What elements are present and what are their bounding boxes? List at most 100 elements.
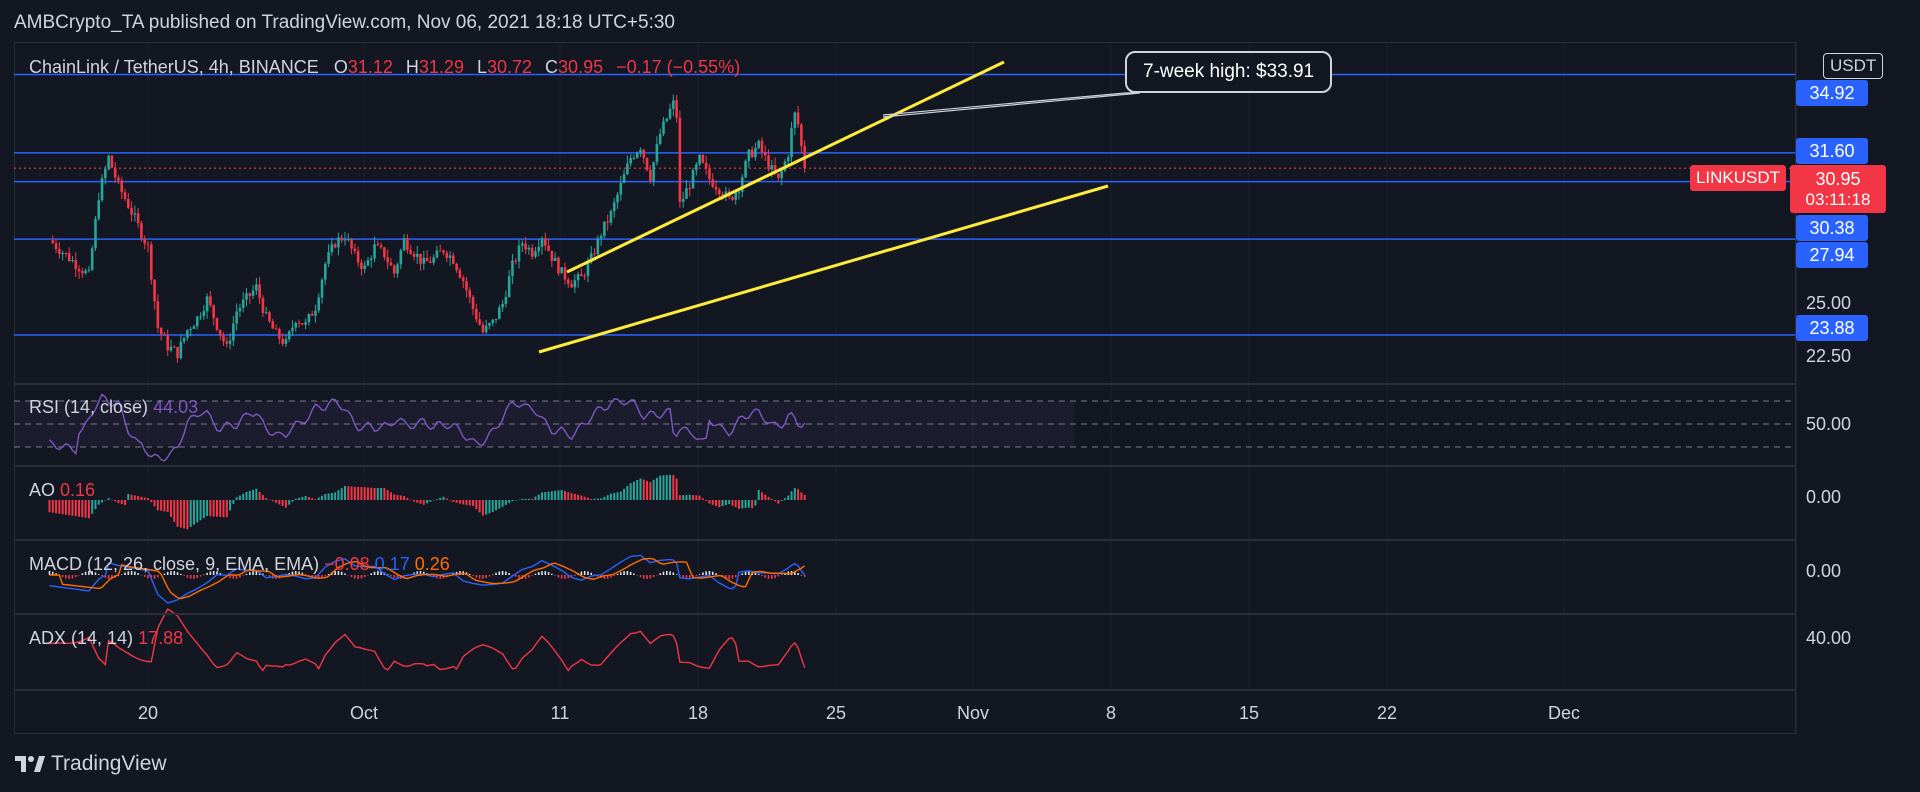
pane-separators [14,42,1797,734]
ao-bar-23 [120,500,123,505]
candle-body-173 [616,194,619,203]
ao-bar-133 [481,500,484,516]
candle-body-84 [324,263,327,280]
ao-name: AO [29,480,56,500]
ao-bar-142 [511,500,514,502]
macd-hist-bar-166 [590,572,593,575]
open-value: 31.12 [347,57,393,77]
candle-body-156 [560,267,563,274]
price-tick-1: 25.00 [1806,293,1852,313]
ao-bar-67 [265,498,268,500]
ao-bar-211 [738,500,740,509]
ao-bar-102 [380,488,383,500]
candle-body-34 [159,327,163,335]
candle-body-186 [658,133,662,145]
macd-hist-bar-41 [180,573,182,575]
candle-body-218 [763,151,767,156]
ao-bar-55 [225,500,228,518]
candle-body-77 [301,323,304,325]
macd-hist-bar-45 [193,575,195,579]
ao-bar-125 [455,500,458,503]
macd-hist-bar-79 [304,574,307,576]
macd-hist-bar-36 [163,573,166,575]
ao-bar-153 [547,491,550,500]
macd-pane [48,554,806,604]
candle-body-168 [599,236,603,239]
ao-bar-201 [705,500,708,501]
trend-lines [538,60,1141,354]
ao-bar-129 [468,500,471,506]
candle-body-205 [721,194,724,197]
ao-bar-224 [780,500,783,501]
wedge-lower-line [538,184,1109,354]
macd-hist-bar-104 [386,574,389,575]
rsi-pane [14,393,1796,462]
candle-body-193 [681,198,685,202]
macd-hist-bar-99 [370,573,373,575]
adx-axis: 40.00 [1806,628,1852,648]
candle-body-115 [425,257,429,262]
macd-hist-bar-147 [528,575,530,578]
macd-hist-bar-130 [472,575,474,576]
ao-bar-197 [692,495,695,500]
candle-body-223 [780,170,783,179]
ao-bar-92 [347,486,350,500]
ao-bar-71 [278,500,281,505]
ao-bar-112 [412,500,415,502]
ao-bar-13 [87,500,90,519]
macd-hist-bar-43 [186,575,189,578]
candle-body-9 [77,269,81,272]
macd-hist-bar-100 [373,571,376,575]
ao-bar-155 [554,490,557,500]
ao-pane [48,474,806,530]
ao-bar-215 [751,500,754,509]
candle-body-228 [796,112,800,125]
ao-bar-16 [97,500,100,505]
ao-bar-15 [94,500,97,510]
macd-hist-bar-159 [567,575,570,579]
candle-body-127 [465,281,468,291]
macd-name: MACD (12, 26, close, 9, EMA, EMA) [29,554,320,574]
macd-hist-bar-90 [340,571,343,575]
ao-bar-7 [68,500,71,516]
candle-body-8 [74,260,78,270]
ao-bar-115 [422,500,425,505]
ao-bar-88 [334,492,337,500]
candle-body-121 [445,252,449,258]
macd-hist-bar-138 [498,571,501,575]
ao-bar-37 [166,500,169,512]
macd-hist-bar-56 [229,575,231,579]
macd-hist-bar-163 [580,571,583,575]
ao-bar-119 [435,499,438,500]
tradingview-brand[interactable]: TradingView [15,752,167,776]
ao-bar-36 [163,500,166,512]
candle-body-189 [668,108,672,119]
currency-button[interactable]: USDT [1823,53,1884,79]
level-label-1: 34.92 [1796,80,1868,106]
ao-bar-136 [491,500,494,512]
macd-hist-bar-30 [143,575,146,577]
ao-bar-70 [275,500,278,503]
candle-body-99 [373,244,376,259]
ao-bar-30 [143,497,146,500]
candle-body-42 [186,329,189,338]
candle-body-44 [192,326,196,330]
ao-bar-105 [389,492,392,500]
candle-body-210 [737,191,741,193]
macd-hist-bar-200 [702,572,704,575]
ao-bar-128 [465,500,468,505]
candle-body-151 [543,238,547,246]
macd-hist-bar-77 [298,571,300,575]
macd-hist-bar-67 [265,575,267,576]
candle-body-131 [478,319,481,325]
ao-bar-169 [600,498,603,500]
macd-hist-bar-13 [88,571,90,575]
macd-hist-bar-92 [347,575,350,576]
ao-bar-17 [101,500,104,503]
candle-body-1 [51,240,55,244]
candle-body-62 [251,290,255,296]
ao-value: 0.16 [60,480,96,500]
ao-bar-107 [396,494,399,500]
candle-body-179 [635,152,639,158]
